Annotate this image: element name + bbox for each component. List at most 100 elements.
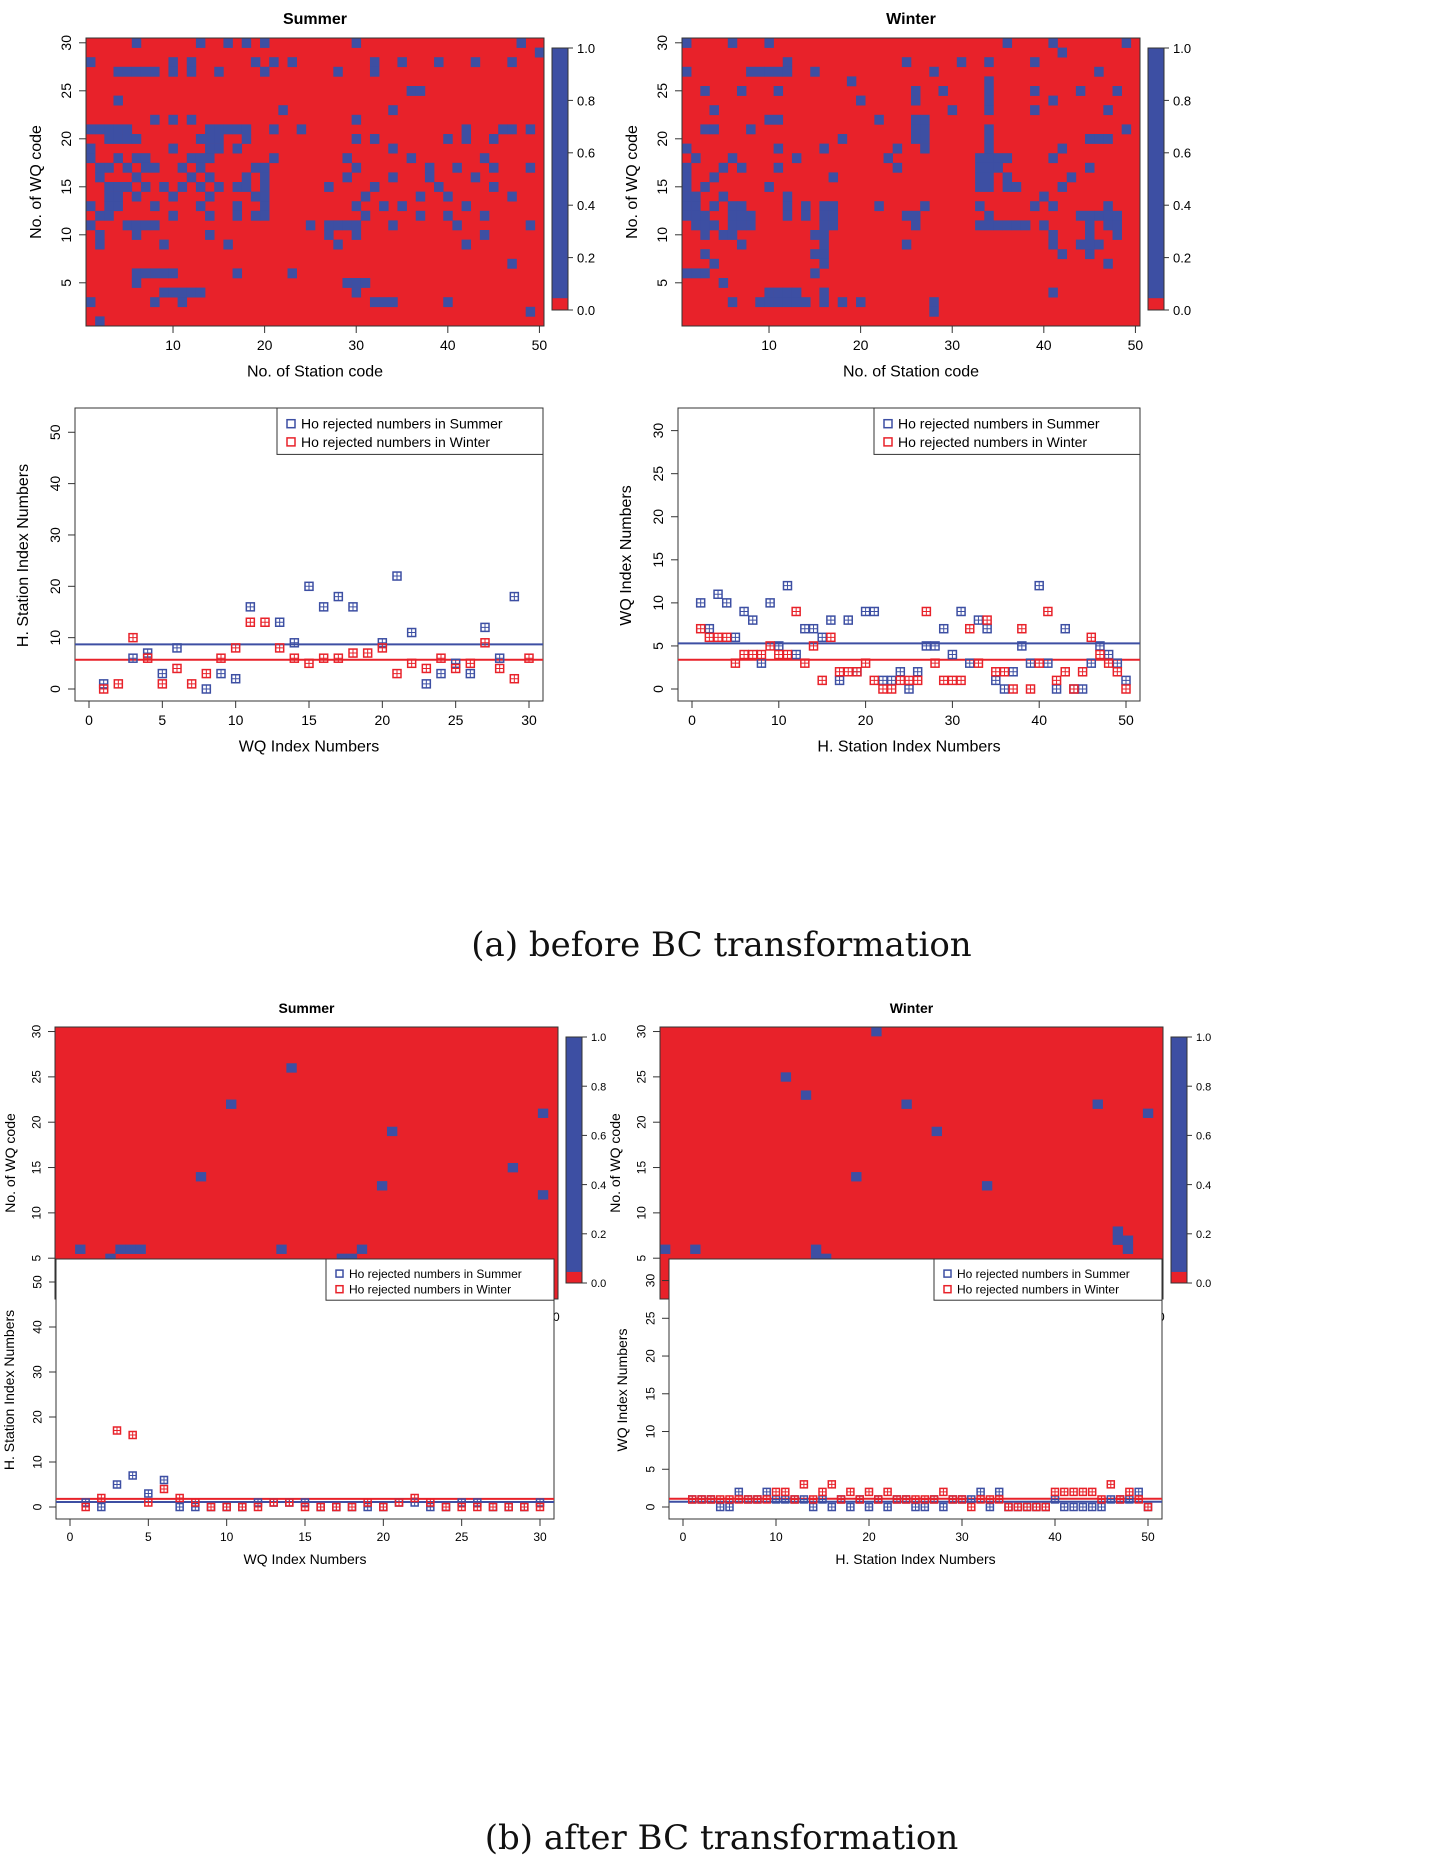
heatmap-cell — [911, 114, 921, 125]
point-cross — [505, 1503, 513, 1511]
x-tick-label: 10 — [769, 1530, 783, 1544]
heatmap-cell — [791, 297, 802, 308]
heatmap-cell — [764, 297, 774, 308]
heatmap-cell — [837, 134, 848, 144]
heatmap-cell — [1048, 95, 1058, 106]
heatmap-cell — [819, 258, 829, 269]
heatmap-cell — [828, 172, 839, 183]
heatmap-cell — [700, 124, 710, 135]
point-cross — [826, 633, 835, 642]
point-cross — [223, 1503, 231, 1511]
x-tick-label: 0 — [85, 712, 93, 728]
x-tick-label: 5 — [145, 1530, 152, 1544]
figure-b-caption: (b) after BC transformation — [484, 1818, 959, 1858]
point-cross — [921, 1503, 929, 1511]
point-cross — [748, 616, 757, 625]
a_heat_winter: Winter 10 20 30 40 50 5 10 15 20 25 30 No. of Statio… — [624, 11, 1191, 380]
heatmap-cell — [682, 201, 692, 212]
heatmap-cell — [95, 210, 105, 221]
a_heat_summer: Summer 10 20 30 40 50 5 10 15 20 25 30 No. of Statio… — [28, 11, 595, 380]
point-cross — [722, 633, 731, 642]
y-tick-label: 30 — [654, 35, 670, 51]
b_scatter_right: 0 10 20 30 40 50 0 5 10 15 20 25 30 H. Station Index … — [614, 1258, 1163, 1567]
heatmap-cell — [984, 134, 994, 144]
heatmap-cell — [260, 172, 270, 183]
heatmap-cell — [177, 287, 188, 298]
heatmap-cell — [86, 124, 96, 135]
heatmap-cell — [122, 162, 133, 173]
heatmap-cell — [479, 230, 490, 240]
heatmap-cell — [226, 1099, 237, 1109]
heatmap-cell — [820, 1253, 832, 1264]
heatmap-cell — [911, 124, 921, 135]
y-tick-label: 10 — [58, 227, 74, 243]
heatmap-cell — [690, 1244, 701, 1254]
heatmap-cell — [901, 1099, 912, 1109]
heatmap-cell — [186, 57, 197, 68]
point-cross — [466, 669, 475, 678]
heatmap-cell — [525, 220, 536, 231]
y-tick-label: 10 — [650, 595, 666, 611]
heatmap-cell — [975, 172, 985, 183]
legend-entry: Ho rejected numbers in Winter — [349, 1283, 511, 1297]
y-tick-label: 0 — [650, 685, 666, 693]
heatmap-cell — [709, 201, 719, 212]
heatmap-cell — [810, 1253, 822, 1264]
heatmap-cell — [920, 201, 930, 212]
heatmap-cell — [709, 105, 719, 116]
heatmap-cell — [95, 316, 105, 327]
heatmap-cell — [856, 95, 866, 106]
heatmap-cell — [718, 278, 729, 288]
heatmap-background — [55, 1027, 558, 1299]
x-tick-label: 30 — [945, 712, 961, 728]
heatmap-cell — [95, 162, 105, 173]
heatmap-cell — [1030, 86, 1040, 96]
y-tick-label: 15 — [654, 179, 670, 195]
heatmap-cell — [727, 153, 738, 164]
point-cross — [536, 1503, 544, 1511]
heatmap-cell — [113, 66, 123, 77]
point-cross — [716, 1495, 724, 1503]
heatmap-cell — [397, 201, 407, 212]
colorbar-frame — [551, 47, 569, 311]
heatmap-cell — [920, 134, 930, 144]
chart-title: Summer — [278, 1000, 335, 1016]
point-cross — [1060, 1488, 1068, 1496]
heatmap-cell — [415, 191, 426, 202]
heatmap-cell — [269, 153, 279, 164]
heatmap-cell — [956, 57, 967, 68]
heatmap-cell — [122, 134, 133, 144]
point-cross — [865, 1503, 873, 1511]
heatmap-cell — [86, 220, 96, 231]
y-tick-label: 30 — [31, 1365, 45, 1379]
heatmap-cell — [984, 105, 994, 116]
heatmap-cell — [984, 95, 994, 106]
heatmap-cell — [241, 38, 252, 48]
heatmap-cell — [406, 153, 417, 164]
heatmap-cell — [232, 143, 243, 154]
heatmap-cell — [195, 162, 206, 173]
legend-marker — [883, 437, 893, 447]
x-tick-label: 15 — [301, 712, 317, 728]
point-cross — [1122, 676, 1130, 685]
plot-frame — [677, 407, 1141, 702]
x-tick-label: 40 — [1031, 712, 1047, 728]
point-cross — [275, 643, 284, 652]
point-cross — [1014, 1503, 1022, 1511]
heatmap-cell — [901, 239, 912, 250]
colorbar-red — [1171, 1271, 1187, 1283]
point-cross — [913, 667, 922, 676]
point-cross — [1052, 685, 1061, 693]
y-tick-label: 20 — [31, 1410, 45, 1424]
point-cross — [495, 654, 504, 663]
x-tick-label: 15 — [298, 1530, 312, 1544]
y-tick-label: 25 — [654, 83, 670, 99]
heatmap-cell — [461, 124, 472, 135]
colorbar-tick-label: 0.0 — [591, 1278, 606, 1290]
point-cross — [939, 1503, 947, 1511]
heatmap-cell — [205, 124, 215, 135]
heatmap-cell — [682, 162, 692, 173]
y-tick-label: 30 — [30, 1025, 44, 1039]
colorbar-frame — [565, 1036, 583, 1284]
heatmap-cell — [195, 134, 206, 144]
